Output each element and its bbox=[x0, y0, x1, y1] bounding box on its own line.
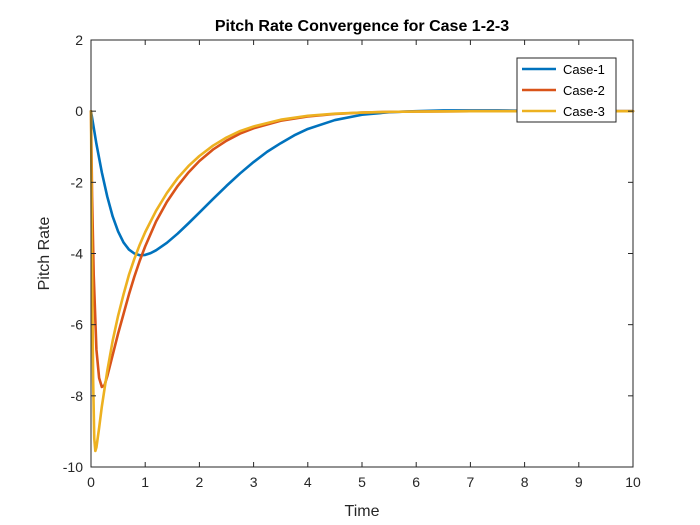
y-tick-label: -2 bbox=[71, 174, 84, 190]
legend: Case-1 Case-2 Case-3 bbox=[516, 57, 617, 123]
y-axis-title: Pitch Rate bbox=[36, 216, 53, 290]
legend-label-case-3: Case-3 bbox=[563, 104, 605, 119]
ticks-layer: 0 1 2 3 4 5 6 7 8 9 10 2 0 -2 -4 -6 -8 -10 bbox=[63, 32, 641, 490]
x-tick-label: 10 bbox=[625, 474, 641, 490]
y-tick-label: -8 bbox=[71, 388, 84, 404]
x-tick-label: 3 bbox=[250, 474, 258, 490]
x-tick-label: 0 bbox=[87, 474, 95, 490]
x-tick-label: 5 bbox=[358, 474, 366, 490]
y-tick-label: 0 bbox=[75, 103, 83, 119]
y-tick-label: -10 bbox=[63, 459, 83, 475]
x-tick-label: 6 bbox=[412, 474, 420, 490]
x-axis-title: Time bbox=[345, 503, 380, 520]
x-tick-label: 2 bbox=[196, 474, 204, 490]
chart-title: Pitch Rate Convergence for Case 1-2-3 bbox=[215, 18, 509, 35]
legend-label-case-1: Case-1 bbox=[563, 62, 605, 77]
x-tick-label: 1 bbox=[141, 474, 149, 490]
x-tick-label: 9 bbox=[575, 474, 583, 490]
legend-items: Case-1 Case-2 Case-3 bbox=[522, 62, 605, 119]
legend-label-case-2: Case-2 bbox=[563, 83, 605, 98]
x-tick-label: 4 bbox=[304, 474, 312, 490]
y-tick-label: 2 bbox=[75, 32, 83, 48]
series-line-case-3 bbox=[89, 109, 635, 453]
series-layer bbox=[89, 109, 635, 453]
x-tick-label: 7 bbox=[467, 474, 475, 490]
y-tick-label: -6 bbox=[71, 317, 84, 333]
x-tick-label: 8 bbox=[521, 474, 529, 490]
y-tick-label: -4 bbox=[71, 246, 84, 262]
